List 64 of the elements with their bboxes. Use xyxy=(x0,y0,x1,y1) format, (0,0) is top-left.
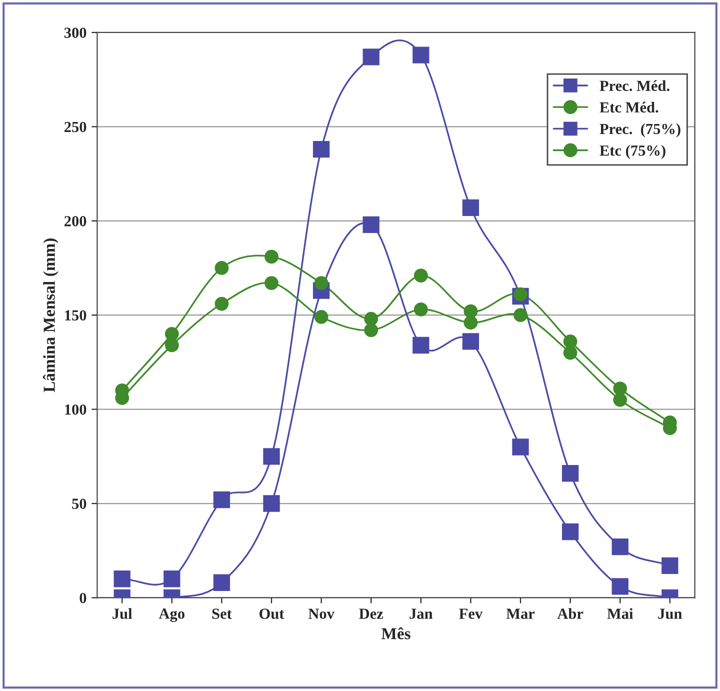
point xyxy=(312,140,330,158)
x-tick-label: Mai xyxy=(607,608,634,619)
point xyxy=(563,334,578,348)
point xyxy=(263,448,280,465)
point xyxy=(464,304,478,318)
point xyxy=(563,346,578,360)
y-axis-title: Lâmina Mensal (mm) xyxy=(43,238,58,392)
point xyxy=(514,287,528,302)
point xyxy=(462,199,480,216)
point xyxy=(213,574,230,591)
point xyxy=(662,557,678,574)
point xyxy=(164,570,180,588)
point xyxy=(214,261,229,275)
point xyxy=(464,316,478,330)
legend-label: Etc (75%) xyxy=(600,144,666,159)
point xyxy=(164,338,179,352)
point xyxy=(412,336,430,354)
y-tick-label: 150 xyxy=(65,310,86,321)
point xyxy=(562,465,579,482)
x-tick-label: Nov xyxy=(308,608,334,619)
point xyxy=(512,438,529,456)
x-axis-title: Mês xyxy=(381,627,410,640)
point xyxy=(613,382,628,396)
point xyxy=(414,268,428,282)
point xyxy=(164,326,179,341)
point xyxy=(612,538,628,556)
y-tick-label: 0 xyxy=(80,592,86,604)
x-tick-label: Dez xyxy=(359,608,384,619)
point xyxy=(613,392,628,407)
y-tick-label: 50 xyxy=(72,498,86,509)
point xyxy=(412,46,430,64)
point xyxy=(462,333,480,350)
point xyxy=(364,323,378,338)
point xyxy=(314,276,328,290)
point xyxy=(514,308,528,322)
y-tick-label: 200 xyxy=(64,216,86,226)
x-tick-label: Abr xyxy=(557,608,584,619)
x-tick-label: Ago xyxy=(158,608,184,622)
point xyxy=(264,250,278,264)
point xyxy=(414,302,428,316)
legend-label: Prec. (75%) xyxy=(600,123,680,138)
point xyxy=(263,495,280,512)
legend-label: Etc Méd. xyxy=(600,102,658,113)
x-tick-label: Set xyxy=(212,608,232,619)
x-tick-label: Mar xyxy=(506,608,535,619)
y-tick-label: 250 xyxy=(64,122,86,132)
point xyxy=(214,296,229,311)
point xyxy=(364,312,378,326)
x-tick-label: Out xyxy=(260,608,284,619)
point xyxy=(612,578,628,595)
point xyxy=(264,276,278,290)
legend-label: Prec. Méd. xyxy=(600,80,670,92)
point xyxy=(314,310,328,324)
point xyxy=(562,523,579,540)
point xyxy=(114,570,130,588)
x-tick-label: Jun xyxy=(658,608,682,619)
point xyxy=(213,491,230,508)
y-tick-label: 300 xyxy=(64,28,86,38)
x-tick-label: Jan xyxy=(410,608,433,619)
x-tick-label: Jul xyxy=(112,608,132,619)
y-tick-label: 100 xyxy=(65,404,86,415)
point xyxy=(362,216,380,233)
x-tick-label: Fev xyxy=(459,608,483,619)
point xyxy=(362,48,380,66)
